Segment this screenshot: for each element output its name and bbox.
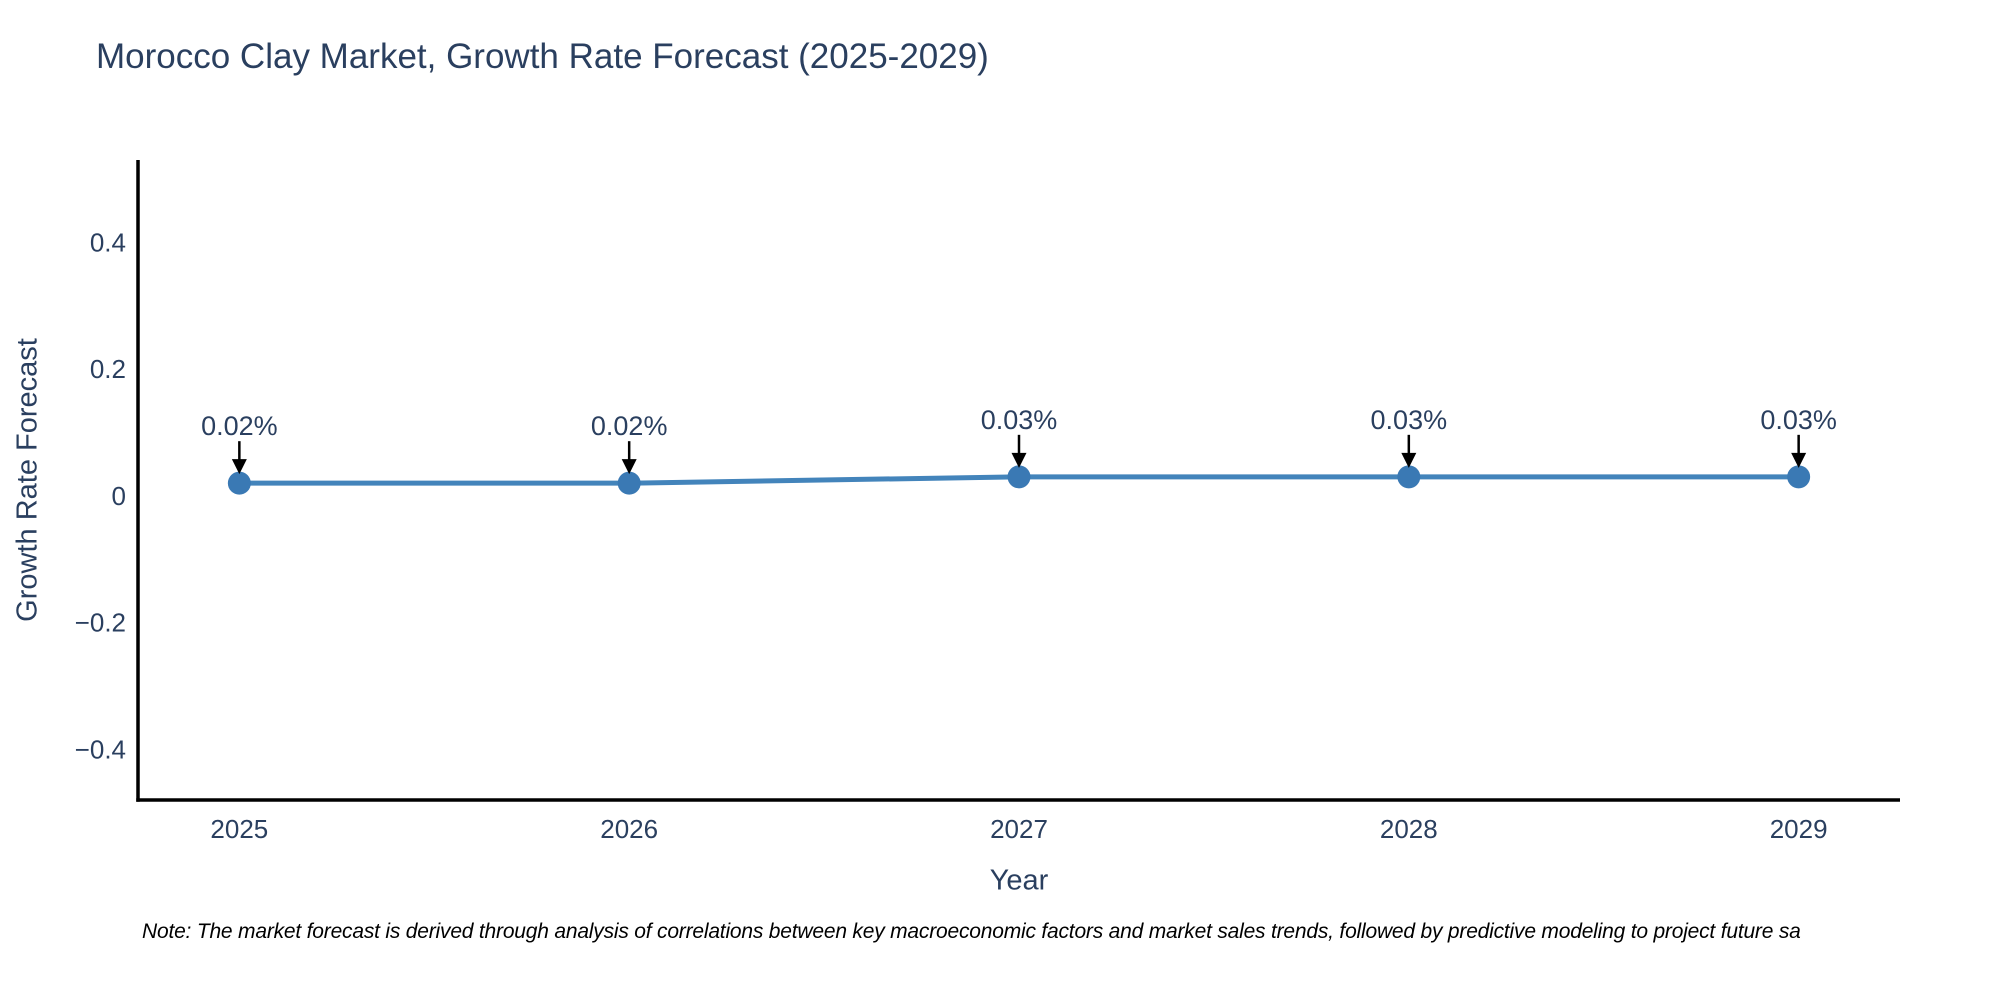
x-tick-label: 2027 — [990, 814, 1048, 844]
data-point-marker — [1787, 465, 1811, 489]
point-annotation-label: 0.02% — [201, 411, 278, 441]
point-annotation-label: 0.03% — [1760, 405, 1837, 435]
y-tick-label: 0.2 — [90, 354, 126, 384]
x-tick-label: 2026 — [600, 814, 658, 844]
y-tick-label: −0.4 — [75, 734, 126, 764]
x-tick-label: 2028 — [1380, 814, 1438, 844]
data-point-marker — [617, 471, 641, 495]
data-point-marker — [227, 471, 251, 495]
data-point-marker — [1397, 465, 1421, 489]
annotation-arrowhead-icon — [621, 459, 637, 475]
footnote-text: Note: The market forecast is derived thr… — [142, 920, 1801, 943]
annotation-arrowhead-icon — [231, 459, 247, 475]
point-annotation-label: 0.03% — [1371, 405, 1448, 435]
y-tick-label: −0.2 — [75, 608, 126, 638]
point-annotation-label: 0.02% — [591, 411, 668, 441]
y-axis-title: Growth Rate Forecast — [11, 338, 44, 622]
annotation-arrowhead-icon — [1791, 452, 1807, 468]
annotation-arrowhead-icon — [1011, 452, 1027, 468]
x-tick-label: 2029 — [1770, 814, 1828, 844]
y-tick-label: 0.4 — [90, 227, 126, 257]
point-annotation-label: 0.03% — [981, 405, 1058, 435]
data-point-marker — [1007, 465, 1031, 489]
annotation-arrowhead-icon — [1401, 452, 1417, 468]
y-tick-label: 0 — [112, 481, 126, 511]
x-tick-label: 2025 — [210, 814, 268, 844]
x-axis-title: Year — [989, 864, 1049, 897]
chart-title: Morocco Clay Market, Growth Rate Forecas… — [96, 37, 989, 76]
